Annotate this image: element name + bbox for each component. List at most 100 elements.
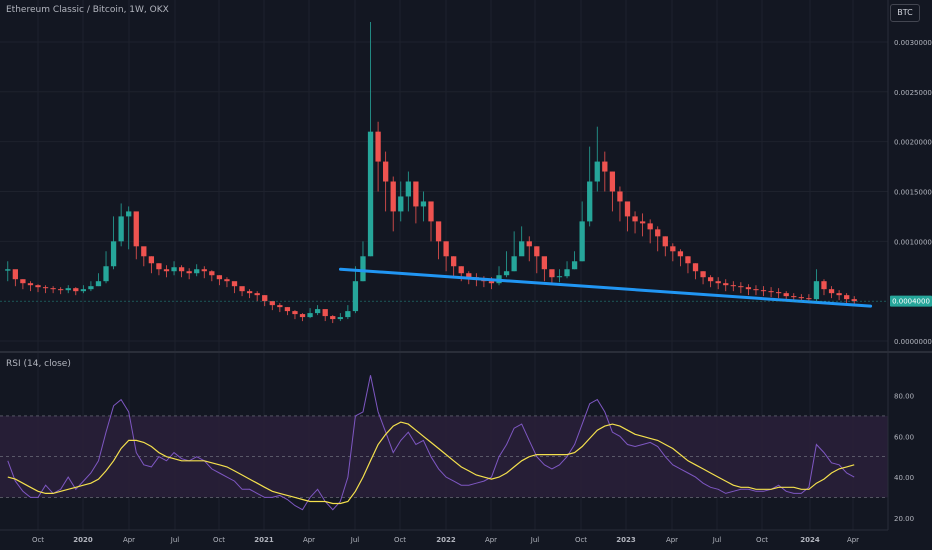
candle[interactable] xyxy=(360,241,366,282)
candle-body[interactable] xyxy=(141,246,147,257)
candle-body[interactable] xyxy=(292,311,298,315)
candle[interactable] xyxy=(405,171,411,212)
candle-body[interactable] xyxy=(50,288,56,290)
candle-body[interactable] xyxy=(246,291,253,294)
candle[interactable] xyxy=(609,171,616,212)
candle-body[interactable] xyxy=(692,263,699,272)
candle[interactable] xyxy=(314,305,321,316)
candle-body[interactable] xyxy=(269,301,275,306)
candle[interactable] xyxy=(156,263,162,276)
candle[interactable] xyxy=(662,236,668,257)
candle[interactable] xyxy=(760,286,767,297)
candle-body[interactable] xyxy=(299,314,306,318)
candle-body[interactable] xyxy=(405,181,411,197)
candle-body[interactable] xyxy=(549,269,555,278)
candle[interactable] xyxy=(224,277,230,288)
time-axis[interactable]: Oct 2020 Apr Jul Oct 2021 Apr Jul Oct 2022 Apr Jul O… xyxy=(32,536,859,544)
candle[interactable] xyxy=(624,201,631,232)
candle-body[interactable] xyxy=(723,283,729,286)
candle-body[interactable] xyxy=(118,216,124,242)
candle[interactable] xyxy=(65,285,71,294)
candle-body[interactable] xyxy=(587,181,593,222)
candle-body[interactable] xyxy=(171,267,177,272)
candle[interactable] xyxy=(670,243,676,262)
candle-body[interactable] xyxy=(65,288,71,291)
price-candles[interactable] xyxy=(5,22,857,324)
candle-body[interactable] xyxy=(383,161,389,182)
candle[interactable] xyxy=(503,251,510,278)
candle[interactable] xyxy=(413,181,419,224)
currency-button[interactable]: BTC xyxy=(890,4,920,22)
candle-body[interactable] xyxy=(110,241,117,267)
candle-body[interactable] xyxy=(791,296,797,298)
candle[interactable] xyxy=(103,251,109,284)
candle-body[interactable] xyxy=(443,241,449,257)
candle-body[interactable] xyxy=(685,256,691,264)
candle[interactable] xyxy=(163,265,170,278)
candle-body[interactable] xyxy=(571,261,578,270)
candle-body[interactable] xyxy=(503,271,510,276)
candle-body[interactable] xyxy=(178,267,185,272)
candle[interactable] xyxy=(639,213,646,237)
candle-body[interactable] xyxy=(798,297,804,299)
candle[interactable] xyxy=(269,301,275,311)
candle-body[interactable] xyxy=(216,275,223,280)
candle[interactable] xyxy=(171,261,177,276)
candle-body[interactable] xyxy=(322,309,328,317)
candle[interactable] xyxy=(745,284,752,296)
candle[interactable] xyxy=(148,256,155,274)
candle[interactable] xyxy=(632,211,638,234)
candle-body[interactable] xyxy=(670,246,676,252)
candle-body[interactable] xyxy=(80,289,86,292)
candle[interactable] xyxy=(587,146,593,227)
trendline[interactable] xyxy=(338,267,873,308)
candle-body[interactable] xyxy=(821,281,827,290)
candle-body[interactable] xyxy=(745,287,752,290)
candle-body[interactable] xyxy=(466,273,472,278)
candle-body[interactable] xyxy=(262,295,268,302)
candle[interactable] xyxy=(330,315,336,324)
candle-body[interactable] xyxy=(390,181,396,212)
candle[interactable] xyxy=(821,279,827,296)
candle[interactable] xyxy=(707,275,714,288)
candle[interactable] xyxy=(216,275,223,286)
rsi-series[interactable] xyxy=(7,375,855,511)
candle-body[interactable] xyxy=(58,289,64,291)
candle[interactable] xyxy=(836,290,842,301)
candle-body[interactable] xyxy=(511,256,517,272)
candle[interactable] xyxy=(254,291,260,302)
candle-body[interactable] xyxy=(730,285,736,287)
candle-body[interactable] xyxy=(768,291,774,293)
candle-body[interactable] xyxy=(126,211,132,217)
candle-body[interactable] xyxy=(12,269,18,280)
candle[interactable] xyxy=(692,263,699,280)
candle-body[interactable] xyxy=(367,131,374,257)
candle[interactable] xyxy=(655,226,661,252)
candle-body[interactable] xyxy=(639,221,646,224)
candle[interactable] xyxy=(451,256,457,277)
candle[interactable] xyxy=(322,309,328,322)
candle[interactable] xyxy=(126,206,132,250)
candle[interactable] xyxy=(844,293,850,304)
candle[interactable] xyxy=(367,22,374,257)
support-trendline[interactable] xyxy=(338,267,873,308)
candle[interactable] xyxy=(420,191,427,222)
candle-body[interactable] xyxy=(813,281,820,300)
candle-body[interactable] xyxy=(42,287,49,289)
candle[interactable] xyxy=(337,313,343,322)
candle[interactable] xyxy=(20,279,26,290)
candle-body[interactable] xyxy=(428,201,434,222)
candle[interactable] xyxy=(828,286,835,299)
candle[interactable] xyxy=(685,256,691,274)
candle[interactable] xyxy=(50,286,56,294)
candle[interactable] xyxy=(768,287,774,298)
candle[interactable] xyxy=(73,287,79,296)
candle-body[interactable] xyxy=(806,298,812,300)
candle-body[interactable] xyxy=(677,251,684,257)
candle-body[interactable] xyxy=(579,221,585,262)
candle-body[interactable] xyxy=(624,201,631,217)
candle-body[interactable] xyxy=(35,285,41,288)
candle[interactable] xyxy=(95,273,102,287)
candle[interactable] xyxy=(27,281,34,292)
candle-body[interactable] xyxy=(828,289,835,294)
